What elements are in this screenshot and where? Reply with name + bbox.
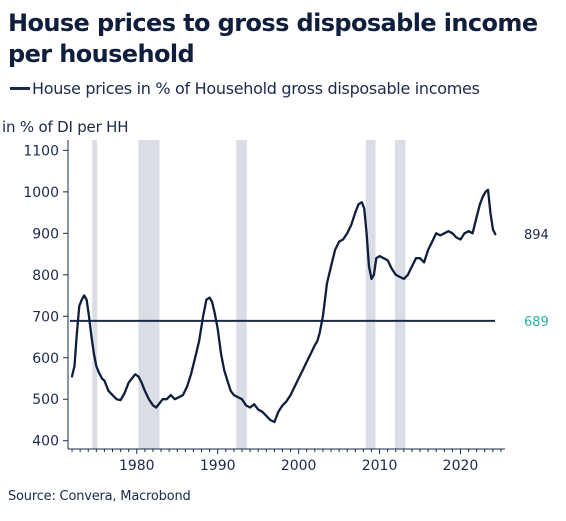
source-note: Source: Convera, Macrobond [8,489,191,504]
x-tick-label: 1980 [119,458,155,474]
recession-band [365,140,376,449]
recession-band [236,140,247,449]
x-tick-label: 2010 [362,458,398,474]
y-tick-label: 1100 [23,143,59,159]
chart-title: House prices to gross disposable income … [8,9,538,68]
series-line [70,188,497,424]
legend-line-swatch [10,87,30,90]
x-tick-label: 1990 [200,458,236,474]
x-tick-label: 2000 [281,458,317,474]
average-value-label: 689 [524,315,549,330]
y-tick-label: 700 [32,309,59,325]
legend-label: House prices in % of Household gross dis… [32,79,480,98]
recession-bands [92,140,406,449]
recession-band [394,140,406,449]
y-tick-label: 400 [32,434,59,450]
recession-band [138,140,160,449]
y-tick-label: 1000 [23,185,59,201]
legend: House prices in % of Household gross dis… [10,79,480,98]
y-tick-label: 800 [32,268,59,284]
y-tick-label: 500 [32,392,59,408]
axes: 400 500 600 700 800 900 1000 1100 1980 1990 2000 20… [23,140,505,474]
y-tick-label: 600 [32,351,59,367]
value-labels: 894 689 [524,228,549,330]
last-value-label: 894 [524,228,549,243]
series-group [70,188,497,424]
x-tick-label: 2020 [443,458,479,474]
y-axis-label: in % of DI per HH [2,118,129,136]
recession-band [92,140,98,449]
y-tick-label: 900 [32,226,59,242]
